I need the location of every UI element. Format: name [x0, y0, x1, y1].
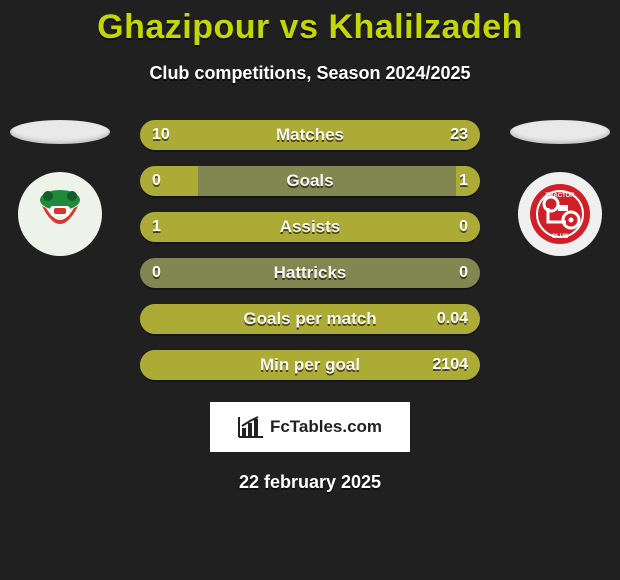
brand-chart-icon — [238, 416, 264, 438]
stat-value-left: 1 — [152, 218, 161, 236]
stat-value-right: 2104 — [432, 356, 468, 374]
club-crest-icon — [28, 182, 92, 246]
stat-bar: 0 0 Hattricks — [140, 258, 480, 288]
stat-bar: 0 1 Goals — [140, 166, 480, 196]
stat-value-right: 1 — [459, 172, 468, 190]
stat-value-right: 0.04 — [437, 310, 468, 328]
stat-value-left: 0 — [152, 264, 161, 282]
stat-bar: 0.04 Goals per match — [140, 304, 480, 334]
page-title: Ghazipour vs Khalilzadeh — [0, 0, 620, 47]
stat-value-right: 0 — [459, 218, 468, 236]
stat-bar: 2104 Min per goal — [140, 350, 480, 380]
team-badge-left — [18, 172, 102, 256]
stat-label: Hattricks — [274, 263, 347, 283]
stat-label: Goals per match — [243, 309, 376, 329]
stat-bar: 10 23 Matches — [140, 120, 480, 150]
brand-badge: FcTables.com — [210, 402, 410, 452]
team-badge-right: TRACTOR CLUB — [518, 172, 602, 256]
brand-text: FcTables.com — [270, 417, 382, 437]
date-label: 22 february 2025 — [0, 472, 620, 493]
stat-label: Min per goal — [260, 355, 360, 375]
stat-value-left: 0 — [152, 172, 161, 190]
stat-value-left: 10 — [152, 126, 170, 144]
stat-bar-fill-left — [140, 166, 198, 196]
player-photo-left-placeholder — [10, 120, 110, 144]
stat-value-right: 23 — [450, 126, 468, 144]
stat-value-right: 0 — [459, 264, 468, 282]
stats-bars: 1023Matches01Goals10Assists00Hattricks0.… — [140, 120, 480, 380]
page-subtitle: Club competitions, Season 2024/2025 — [0, 63, 620, 84]
stat-label: Matches — [276, 125, 344, 145]
stat-bar: 1 0 Assists — [140, 212, 480, 242]
svg-text:TRACTOR: TRACTOR — [545, 193, 575, 199]
svg-text:CLUB: CLUB — [552, 234, 569, 240]
player-photo-right-placeholder — [510, 120, 610, 144]
stat-label: Assists — [280, 217, 340, 237]
club-crest-icon: TRACTOR CLUB — [528, 182, 592, 246]
stat-label: Goals — [286, 171, 333, 191]
comparison-panel: TRACTOR CLUB 1023Matches01Goals10Assists… — [0, 120, 620, 380]
